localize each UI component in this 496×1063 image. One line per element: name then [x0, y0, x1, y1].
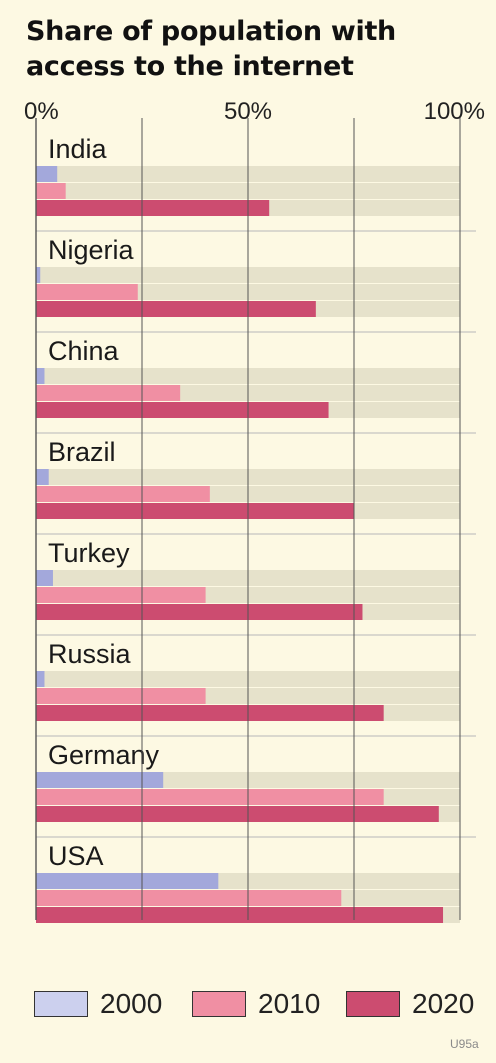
legend-swatch-2000 [34, 991, 88, 1017]
bar-2010 [36, 183, 66, 199]
bar-2000 [36, 772, 164, 788]
chart-title: Share of population with access to the i… [26, 16, 396, 82]
bar-2010 [36, 587, 206, 603]
bar-2010 [36, 688, 206, 704]
category-group: Germany [36, 735, 476, 822]
watermark: U95a [450, 1037, 479, 1051]
bar-2010 [36, 789, 384, 805]
legend-label-2000: 2000 [100, 988, 163, 1019]
category-group: Brazil [36, 432, 476, 519]
bar-2000 [36, 873, 219, 889]
bar-2000 [36, 570, 53, 586]
bar-2020 [36, 200, 270, 216]
category-group: Nigeria [36, 230, 476, 317]
legend: 2000 2010 2020 [34, 985, 484, 1025]
legend-swatch-2010 [192, 991, 246, 1017]
bar-2020 [36, 301, 316, 317]
category-label: Russia [48, 639, 132, 669]
bar-2000 [36, 368, 45, 384]
gridlines [35, 118, 461, 920]
category-group: Russia [36, 634, 476, 721]
bar-2020 [36, 907, 444, 923]
bar-2000 [36, 671, 45, 687]
bar-2020 [36, 402, 329, 418]
bar-2010 [36, 890, 342, 906]
bar-2020 [36, 705, 384, 721]
x-tick-label: 0% [24, 98, 59, 125]
bar-2010 [36, 486, 210, 502]
bar-2020 [36, 503, 354, 519]
category-label: Nigeria [48, 235, 135, 265]
bar-2000 [36, 469, 49, 485]
bar-2010 [36, 284, 138, 300]
category-label: China [48, 336, 120, 366]
bar-2020 [36, 604, 363, 620]
category-group: Turkey [36, 533, 476, 620]
bar-2000 [36, 267, 41, 283]
bar-2010 [36, 385, 181, 401]
legend-label-2010: 2010 [258, 988, 321, 1019]
x-axis-ticks: 0% 50% 100% [24, 98, 485, 125]
x-tick-label: 100% [424, 98, 485, 125]
bar-2000 [36, 166, 58, 182]
category-group: USA [36, 836, 476, 923]
category-label: India [48, 134, 108, 164]
category-label: Brazil [48, 437, 116, 467]
category-label: Turkey [48, 538, 130, 568]
bar-chart: 0% 50% 100% IndiaNigeriaChinaBrazilTurkeyR… [24, 98, 485, 923]
chart-rows: India Nigeria China Brazil Turkey Russia Germa… [36, 134, 476, 923]
category-label: USA [48, 841, 104, 871]
category-group: China [36, 331, 476, 418]
bar-2020 [36, 806, 439, 822]
legend-label-2020: 2020 [412, 988, 475, 1019]
legend-swatch-2020 [346, 991, 400, 1017]
category-label: Germany [48, 740, 160, 770]
